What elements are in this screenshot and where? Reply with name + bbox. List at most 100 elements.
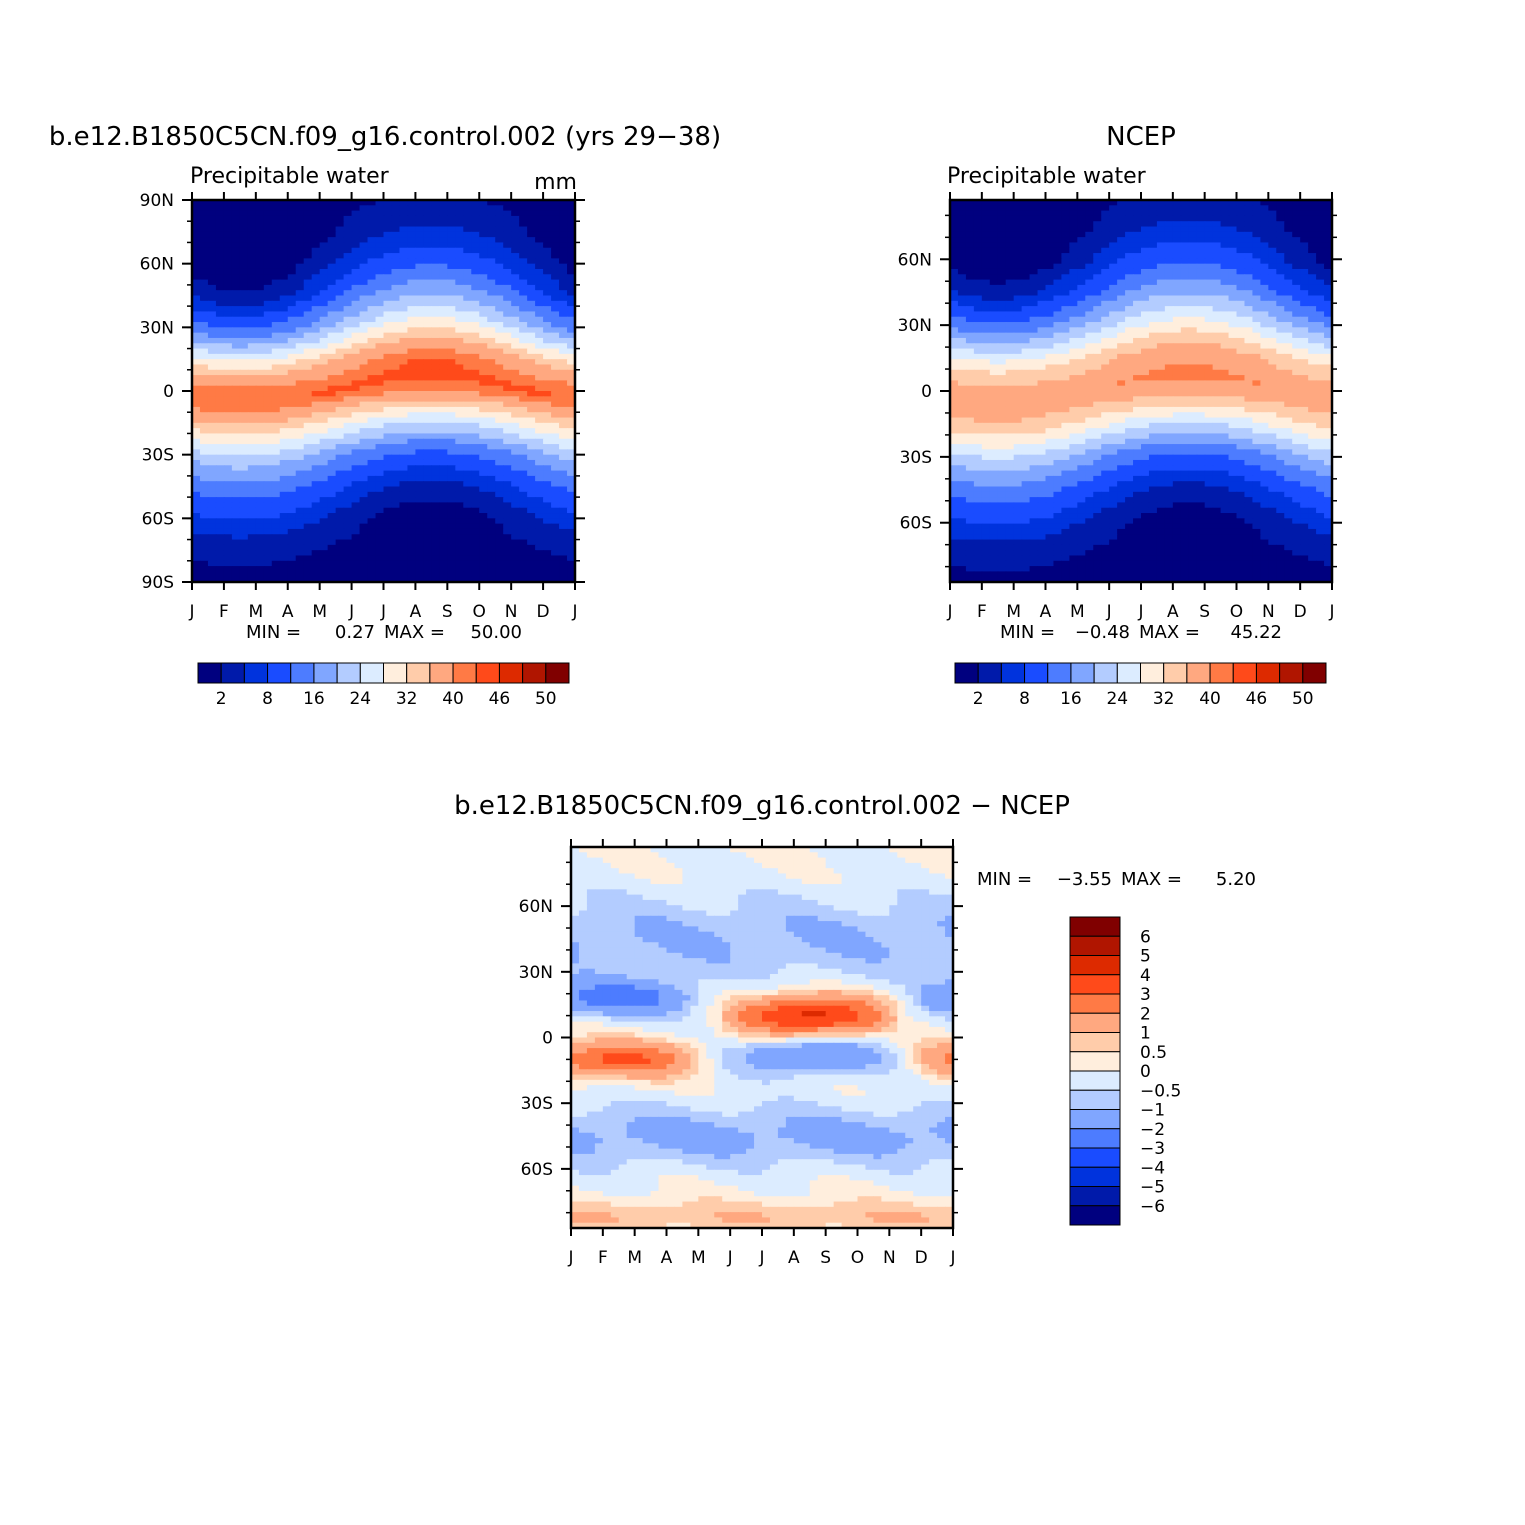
contour-cell — [559, 412, 568, 419]
contour-cell — [255, 566, 265, 572]
contour-cell — [567, 539, 576, 546]
contour-cell — [1228, 306, 1238, 313]
contour-cell — [1164, 284, 1174, 291]
contour-cell — [567, 428, 576, 435]
contour-cell — [207, 311, 217, 318]
contour-cell — [965, 327, 975, 334]
contour-cell — [511, 311, 520, 318]
contour-cell — [463, 422, 472, 429]
contour-cell — [239, 200, 249, 206]
contour-cell — [1308, 226, 1317, 233]
contour-cell — [950, 247, 959, 254]
contour-cell — [487, 215, 496, 222]
contour-cell — [957, 205, 967, 212]
contour-cell — [1093, 258, 1102, 265]
contour-cell — [535, 571, 544, 578]
contour-cell — [303, 290, 313, 297]
contour-cell — [543, 438, 552, 445]
contour-cell — [439, 428, 448, 435]
contour-cell — [455, 210, 464, 217]
contour-cell — [1244, 300, 1254, 307]
contour-cell — [519, 215, 528, 222]
contour-cell — [335, 539, 345, 546]
contour-cell — [1244, 274, 1254, 281]
contour-cell — [1252, 242, 1261, 249]
contour-cell — [311, 337, 321, 344]
contour-cell — [255, 417, 265, 424]
contour-cell — [1029, 332, 1039, 339]
contour-cell — [407, 438, 417, 445]
contour-cell — [487, 364, 496, 371]
contour-cell — [431, 401, 440, 408]
contour-cell — [207, 406, 217, 413]
contour-cell — [215, 343, 225, 350]
contour-cell — [1061, 322, 1070, 328]
contour-cell — [1300, 226, 1309, 233]
contour-cell — [271, 364, 281, 371]
contour-cell — [192, 401, 201, 408]
contour-cell — [1308, 279, 1317, 286]
contour-cell — [495, 491, 504, 498]
contour-cell — [1077, 311, 1086, 318]
contour-cell — [391, 555, 401, 562]
contour-cell — [1156, 343, 1166, 350]
contour-cell — [543, 396, 552, 403]
contour-cell — [215, 226, 225, 233]
contour-cell — [431, 507, 440, 514]
contour-cell — [1156, 253, 1166, 259]
contour-cell — [215, 253, 225, 259]
contour-cell — [335, 544, 345, 551]
contour-cell — [391, 359, 401, 366]
contour-cell — [1196, 210, 1206, 217]
contour-cell — [503, 200, 512, 206]
contour-cell — [1236, 268, 1246, 275]
contour-cell — [279, 566, 289, 572]
contour-cell — [997, 290, 1007, 297]
contour-cell — [1228, 231, 1238, 238]
contour-cell — [479, 221, 488, 228]
contour-cell — [447, 274, 456, 281]
contour-cell — [535, 284, 544, 291]
contour-cell — [1164, 253, 1174, 259]
contour-cell — [511, 486, 520, 493]
contour-cell — [192, 475, 201, 482]
contour-cell — [1037, 258, 1047, 265]
contour-cell — [399, 375, 409, 381]
contour-cell — [335, 534, 345, 541]
contour-cell — [279, 353, 289, 360]
contour-cell — [327, 295, 337, 302]
contour-cell — [1284, 290, 1293, 297]
contour-cell — [383, 391, 393, 397]
contour-cell — [989, 274, 999, 281]
contour-cell — [431, 253, 440, 259]
contour-cell — [287, 507, 297, 514]
contour-cell — [335, 385, 345, 392]
contour-cell — [997, 348, 1007, 355]
contour-cell — [295, 263, 305, 270]
contour-cell — [367, 253, 377, 259]
contour-cell — [383, 258, 393, 265]
contour-cell — [375, 576, 385, 583]
contour-cell — [239, 353, 249, 360]
contour-cell — [192, 502, 201, 509]
contour-cell — [503, 263, 512, 270]
contour-cell — [1284, 231, 1293, 238]
contour-cell — [950, 332, 959, 339]
contour-cell — [447, 534, 456, 541]
contour-cell — [287, 337, 297, 344]
contour-cell — [431, 215, 440, 222]
contour-cell — [215, 205, 225, 212]
contour-cell — [439, 486, 448, 493]
contour-cell — [247, 534, 257, 541]
contour-cell — [1109, 210, 1118, 217]
contour-cell — [1252, 263, 1261, 270]
contour-cell — [303, 486, 313, 493]
contour-cell — [279, 396, 289, 403]
contour-cell — [239, 327, 249, 334]
contour-cell — [263, 231, 273, 238]
contour-cell — [351, 550, 361, 557]
contour-cell — [1061, 226, 1070, 233]
contour-cell — [551, 210, 560, 217]
contour-cell — [247, 380, 257, 387]
contour-cell — [223, 465, 233, 472]
